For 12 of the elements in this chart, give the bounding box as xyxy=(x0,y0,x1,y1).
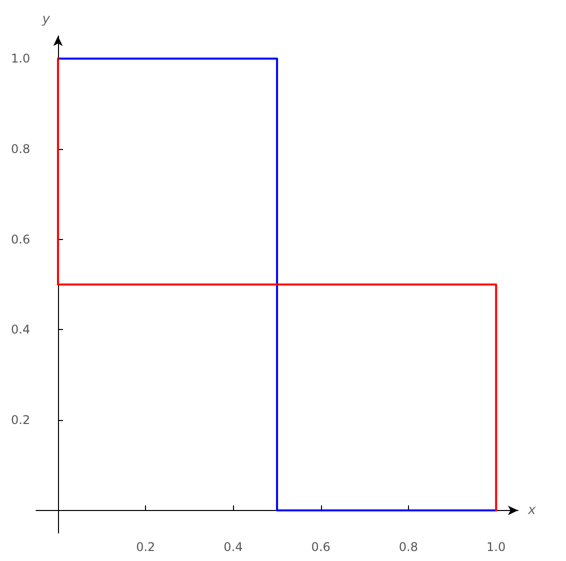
x-axis-title: x xyxy=(527,502,536,518)
y-tick-label: 0.8 xyxy=(10,142,30,156)
x-tick-label: 0.4 xyxy=(224,540,243,554)
y-tick-label: 0.4 xyxy=(10,322,30,337)
y-axis-title: y xyxy=(41,12,50,27)
y-tick-label: 0.6 xyxy=(10,232,30,246)
x-tick-label: 0.8 xyxy=(398,540,418,554)
x-tick-label: 0.2 xyxy=(136,540,156,554)
x-tick-label: 0.6 xyxy=(311,540,330,554)
y-tick-label: 0.2 xyxy=(10,413,30,428)
x-tick-label: 1.0 xyxy=(486,540,506,554)
y-tick-label: 1.0 xyxy=(10,52,30,66)
